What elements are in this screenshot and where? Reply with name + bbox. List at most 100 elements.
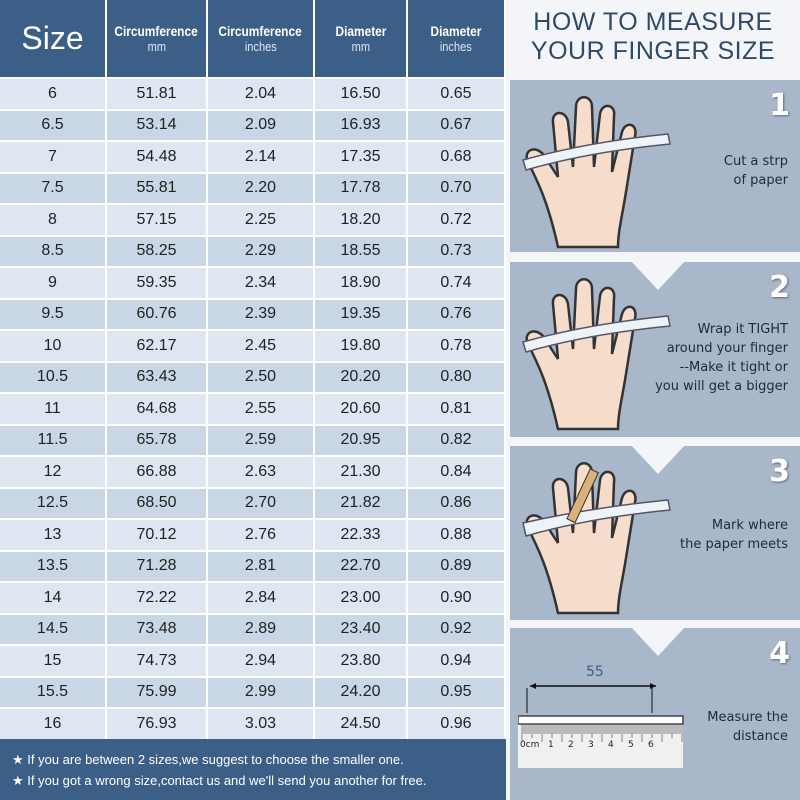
table-cell: 2.76 <box>208 520 315 550</box>
header-unit: mm <box>147 39 166 54</box>
table-cell: 0.81 <box>408 394 506 424</box>
table-row: 13.5 71.28 2.81 22.70 0.89 <box>0 549 506 581</box>
table-cell: 23.80 <box>315 646 408 676</box>
table-cell: 7.5 <box>0 173 107 203</box>
table-cell: 3.03 <box>208 709 315 739</box>
table-cell: 14 <box>0 583 107 613</box>
table-cell: 21.82 <box>315 488 408 518</box>
table-cell: 23.00 <box>315 583 408 613</box>
table-cell: 64.68 <box>107 394 208 424</box>
table-cell: 59.35 <box>107 268 208 298</box>
table-row: 15.5 75.99 2.99 24.20 0.95 <box>0 675 506 707</box>
step-text-line: of paper <box>733 173 788 188</box>
table-cell: 19.80 <box>315 331 408 361</box>
step-number: 2 <box>769 270 790 305</box>
table-cell: 2.50 <box>208 362 315 392</box>
table-cell: 2.20 <box>208 173 315 203</box>
step-text-line: distance <box>732 729 788 744</box>
table-cell: 15.5 <box>0 677 107 707</box>
table-row: 7.5 55.81 2.20 17.78 0.70 <box>0 171 506 203</box>
guide-title: HOW TO MEASURE YOUR FINGER SIZE <box>506 8 800 66</box>
table-cell: 66.88 <box>107 457 208 487</box>
step-panel-2: 2 Wrap it TIGHT around your finger --Make i… <box>510 260 800 437</box>
table-cell: 0.72 <box>408 205 506 235</box>
table-row: 12 66.88 2.63 21.30 0.84 <box>0 455 506 487</box>
hand-illustration <box>522 96 671 249</box>
ruler-label: 6 <box>648 740 654 750</box>
table-cell: 0.90 <box>408 583 506 613</box>
table-cell: 72.22 <box>107 583 208 613</box>
table-cell: 0.88 <box>408 520 506 550</box>
hand-illustration <box>522 462 671 615</box>
table-row: 8.5 58.25 2.29 18.55 0.73 <box>0 234 506 266</box>
table-cell: 0.86 <box>408 488 506 518</box>
table-cell: 6 <box>0 79 107 109</box>
table-cell: 0.70 <box>408 173 506 203</box>
table-cell: 11 <box>0 394 107 424</box>
header-title: Circumference <box>218 23 303 39</box>
table-cell: 2.59 <box>208 425 315 455</box>
header-title: Circumference <box>114 23 199 39</box>
step-description: Wrap it TIGHT around your finger --Make it… <box>655 320 788 396</box>
table-cell: 73.48 <box>107 614 208 644</box>
table-cell: 0.74 <box>408 268 506 298</box>
table-cell: 7 <box>0 142 107 172</box>
table-row: 6.5 53.14 2.09 16.93 0.67 <box>0 108 506 140</box>
footer-note: ★ If you got a wrong size,contact us and… <box>12 773 427 788</box>
table-cell: 20.20 <box>315 362 408 392</box>
table-cell: 23.40 <box>315 614 408 644</box>
table-cell: 18.20 <box>315 205 408 235</box>
table-cell: 57.15 <box>107 205 208 235</box>
table-row: 6 51.81 2.04 16.50 0.65 <box>0 77 506 109</box>
table-cell: 0.67 <box>408 110 506 140</box>
table-row: 7 54.48 2.14 17.35 0.68 <box>0 140 506 172</box>
table-cell: 13 <box>0 520 107 550</box>
table-cell: 2.70 <box>208 488 315 518</box>
ring-size-table: Size Circumference mm Circumference inches Di… <box>0 0 506 800</box>
ruler-label: 0cm <box>520 740 540 750</box>
table-cell: 2.55 <box>208 394 315 424</box>
table-cell: 65.78 <box>107 425 208 455</box>
table-cell: 0.92 <box>408 614 506 644</box>
step-text-line: Cut a strp <box>723 154 788 169</box>
table-row: 15 74.73 2.94 23.80 0.94 <box>0 644 506 676</box>
table-cell: 0.80 <box>408 362 506 392</box>
table-cell: 2.94 <box>208 646 315 676</box>
column-header: Diameter inches <box>408 0 506 77</box>
header-title: Size <box>21 20 84 56</box>
table-cell: 55.81 <box>107 173 208 203</box>
table-cell: 53.14 <box>107 110 208 140</box>
header-unit: inches <box>440 39 472 54</box>
step-connector <box>630 260 686 290</box>
table-cell: 24.20 <box>315 677 408 707</box>
table-cell: 16.50 <box>315 79 408 109</box>
footer-notes: ★ If you are between 2 sizes,we suggest … <box>0 739 506 800</box>
table-cell: 17.35 <box>315 142 408 172</box>
table-cell: 8.5 <box>0 236 107 266</box>
table-cell: 18.55 <box>315 236 408 266</box>
table-cell: 18.90 <box>315 268 408 298</box>
column-header: Diameter mm <box>315 0 408 77</box>
table-cell: 9 <box>0 268 107 298</box>
table-cell: 70.12 <box>107 520 208 550</box>
table-cell: 2.39 <box>208 299 315 329</box>
table-cell: 22.33 <box>315 520 408 550</box>
step-connector <box>630 444 686 474</box>
table-row: 9.5 60.76 2.39 19.35 0.76 <box>0 297 506 329</box>
table-cell: 2.63 <box>208 457 315 487</box>
table-cell: 16 <box>0 709 107 739</box>
table-cell: 0.65 <box>408 79 506 109</box>
step-panel-4: 55 0cm 1 2 3 4 5 6 4 Measure the distance <box>510 626 800 800</box>
table-row: 16 76.93 3.03 24.50 0.96 <box>0 707 506 739</box>
step-text-line: the paper meets <box>680 537 788 552</box>
table-cell: 71.28 <box>107 551 208 581</box>
table-row: 13 70.12 2.76 22.33 0.88 <box>0 518 506 550</box>
table-cell: 20.60 <box>315 394 408 424</box>
step-description: Cut a strp of paper <box>724 152 788 190</box>
step-description: Mark where the paper meets <box>680 516 788 554</box>
table-cell: 2.84 <box>208 583 315 613</box>
step-number: 1 <box>769 88 790 123</box>
ruler-label: 4 <box>608 740 614 750</box>
header-unit: mm <box>351 39 370 54</box>
step-description: Measure the distance <box>707 708 788 746</box>
